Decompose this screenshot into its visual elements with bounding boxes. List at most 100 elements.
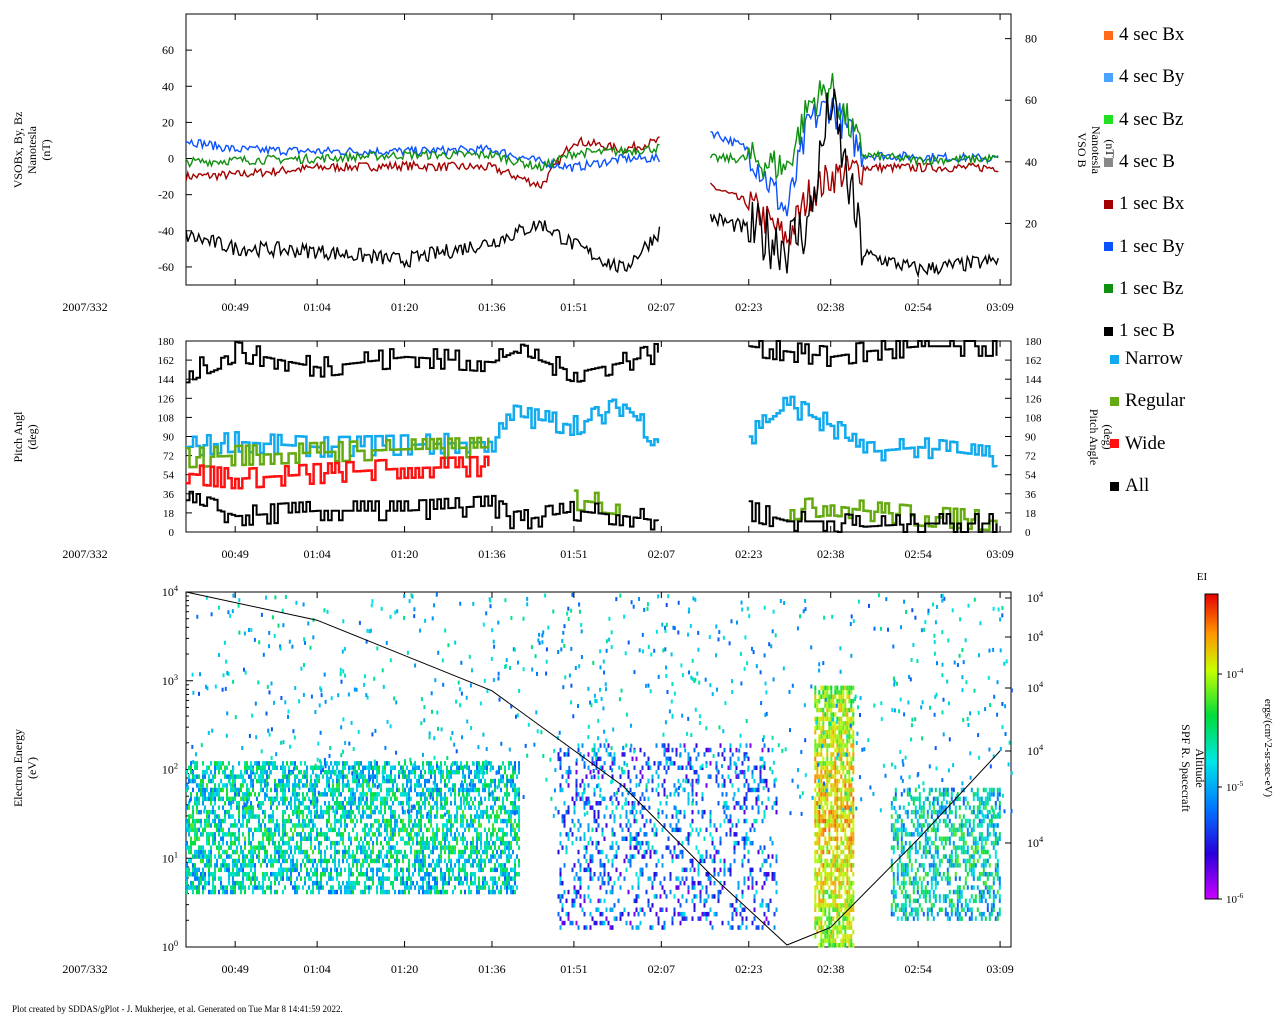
spectrogram-cell: [248, 849, 250, 855]
spectrogram-cell: [627, 801, 630, 806]
spectrogram-cell: [310, 827, 312, 833]
spectrogram-cell: [597, 823, 600, 828]
spectrogram-cell: [814, 889, 817, 895]
spectrogram-cell: [480, 867, 482, 873]
spectrogram-cell: [314, 880, 316, 886]
spectrogram-cell: [296, 867, 298, 873]
spectrogram-cell: [208, 832, 210, 837]
spectrogram-cell: [512, 849, 514, 855]
spectrogram-cell: [729, 778, 732, 784]
spectrogram-cell: [382, 814, 384, 819]
spectrogram-cell: [204, 823, 206, 828]
spectrogram-cell: [384, 876, 386, 881]
spectrogram-cell: [850, 943, 853, 948]
spectrogram-cell: [506, 840, 508, 846]
spectrogram-cell: [757, 925, 760, 930]
spectrogram-cell: [280, 765, 282, 770]
spectrogram-cell: [248, 805, 250, 810]
spectrogram-cell: [470, 876, 472, 881]
spectrogram-cell: [394, 872, 396, 877]
spectrogram-cell: [504, 867, 506, 873]
spectrogram-cell: [186, 863, 188, 868]
spectrogram-cell: [350, 836, 352, 841]
spectrogram-cell: [434, 836, 436, 841]
spectrogram-cell: [496, 858, 498, 864]
spectrogram-cell: [478, 765, 480, 770]
spectrogram-cell: [814, 898, 817, 904]
spectrogram-cell: [619, 916, 622, 921]
spectrogram-cell: [272, 761, 274, 766]
spectrogram-cell: [192, 814, 194, 819]
spectrogram-cell: [715, 761, 718, 766]
spectrogram-cell: [462, 787, 464, 793]
spectrogram-cell: [490, 876, 492, 881]
spectrogram-cell: [496, 867, 498, 873]
spectrogram-cell: [314, 872, 316, 877]
spectrogram-cell: [374, 774, 376, 779]
spectrogram-cell: [246, 805, 248, 810]
spectrogram-cell: [832, 787, 835, 793]
spectrogram-cell: [394, 889, 396, 895]
spectrogram-cell: [591, 840, 594, 846]
spectrogram-cell: [830, 858, 833, 864]
spectrogram-cell: [418, 885, 420, 890]
spectrogram-cell: [832, 925, 835, 930]
spectrogram-cell: [500, 863, 502, 868]
spectrogram-cell: [234, 872, 236, 877]
spectrogram-cell: [328, 787, 330, 793]
spectrogram-cell: [464, 774, 466, 779]
spectrogram-cell: [518, 814, 520, 819]
spectrogram-cell: [635, 774, 638, 779]
spectrogram-cell: [366, 885, 368, 890]
spectrogram-cell: [356, 778, 358, 784]
spectrogram-cell: [448, 849, 450, 855]
spectrogram-cell: [836, 805, 839, 810]
spectrogram-cell: [334, 854, 336, 859]
spectrogram-cell: [446, 889, 448, 895]
spectrogram-cell: [302, 885, 304, 890]
spectrogram-cell: [818, 867, 821, 873]
spectrogram-cell: [828, 823, 831, 828]
spectrogram-cell: [370, 801, 372, 806]
spectrogram-cell: [844, 774, 847, 779]
spectrogram-cell: [282, 774, 284, 779]
spectrogram-cell: [715, 827, 718, 833]
spectrogram-cell: [464, 858, 466, 864]
spectrogram-cell: [316, 778, 318, 784]
spectrogram-cell: [416, 849, 418, 855]
spectrogram-cell: [414, 858, 416, 864]
spectrogram-cell: [426, 814, 428, 819]
spectrogram-cell: [595, 801, 598, 806]
spectrogram-cell: [354, 885, 356, 890]
spectrogram-cell: [729, 818, 732, 824]
spectrogram-cell: [216, 814, 218, 819]
spectrogram-cell: [320, 832, 322, 837]
spectrogram-cell: [506, 876, 508, 881]
spectrogram-cell: [366, 792, 368, 797]
spectrogram-cell: [450, 845, 452, 850]
spectrogram-cell: [310, 778, 312, 784]
spectrogram-cell: [629, 863, 632, 868]
spectrogram-cell: [406, 774, 408, 779]
spectrogram-cell: [619, 911, 622, 917]
spectrogram-cell: [822, 809, 825, 815]
spectrogram-cell: [836, 792, 839, 797]
spectrogram-cell: [673, 783, 676, 788]
spectrogram-cell: [246, 787, 248, 793]
spectrogram-cell: [816, 885, 819, 890]
spectrogram-cell: [659, 761, 662, 766]
spectrogram-cell: [828, 707, 831, 713]
spectrogram-cell: [759, 778, 762, 784]
spectrogram-cell: [621, 836, 624, 841]
spectrogram-cell: [663, 778, 666, 784]
spectrogram-cell: [834, 867, 837, 873]
spectrogram-cell: [450, 818, 452, 824]
spectrogram-cell: [374, 792, 376, 797]
spectrogram-cell: [416, 783, 418, 788]
spectrogram-cell: [206, 809, 208, 815]
spectrogram-cell: [745, 743, 748, 748]
spectrogram-cell: [840, 734, 843, 739]
spectrogram-cell: [848, 907, 851, 912]
spectrogram-cell: [836, 823, 839, 828]
spectrogram-cell: [246, 876, 248, 881]
